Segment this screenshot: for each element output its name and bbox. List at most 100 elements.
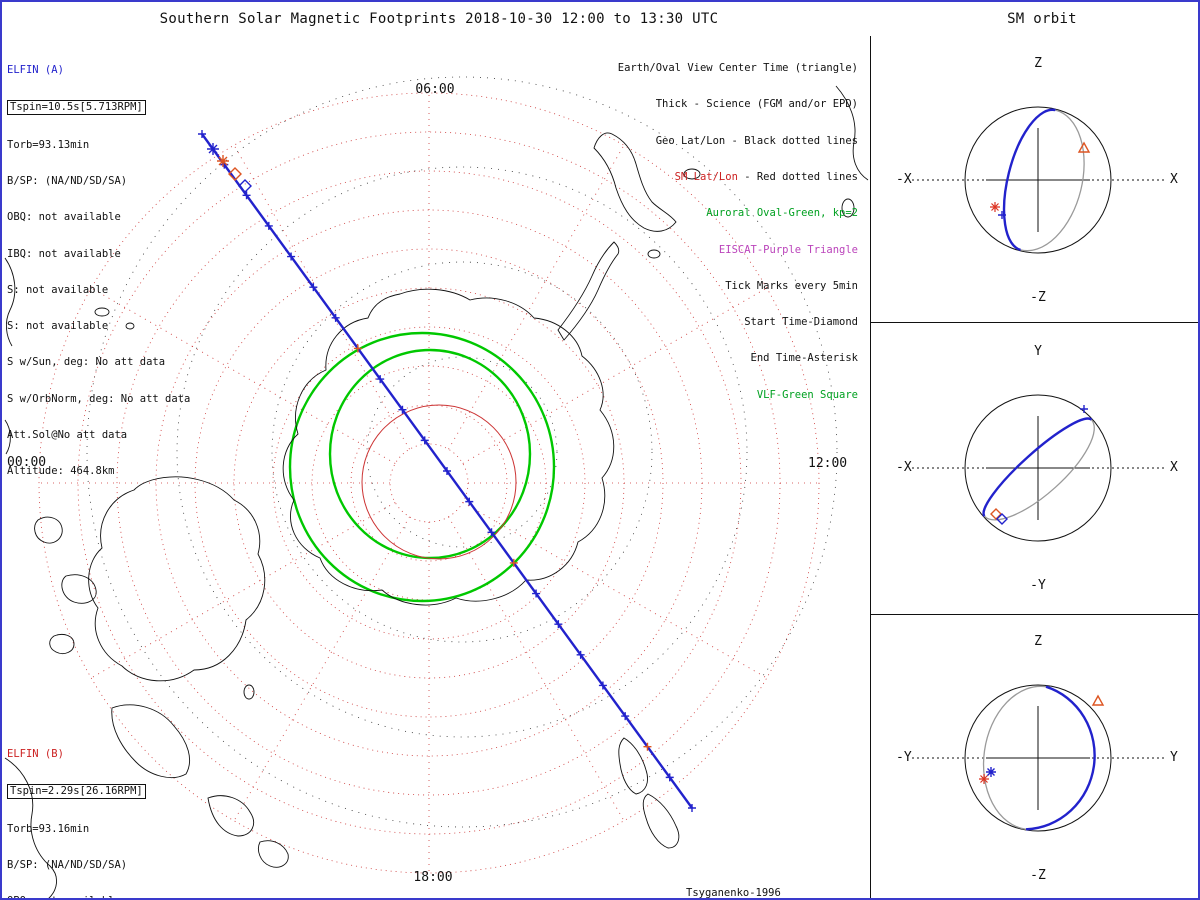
island xyxy=(683,168,701,180)
asterisk-marker xyxy=(207,143,219,155)
elfin-a-tspin-row: Tspin=10.5s[5.713RPM] xyxy=(7,100,190,115)
legend-line: Thick - Science (FGM and/or EPD) xyxy=(655,98,858,111)
diamond-marker xyxy=(228,167,242,181)
orbit-panel-yz xyxy=(912,684,1164,832)
axis-label: Y xyxy=(1170,750,1178,765)
earth-circle xyxy=(964,394,1112,542)
axis-label: -Z xyxy=(1030,290,1046,305)
orbit-arcs xyxy=(1002,108,1085,252)
mlt-label-12: 12:00 xyxy=(808,456,848,471)
track-tick xyxy=(665,773,674,782)
info-line: Torb=93.16min xyxy=(7,822,90,835)
island-chain xyxy=(49,633,75,655)
coastline-left-edge xyxy=(4,757,57,898)
polar-cap-circle xyxy=(361,404,517,560)
end-time-asterisk xyxy=(979,774,989,784)
legend-line: EISCAT-Purple Triangle xyxy=(718,243,858,256)
tick-mark xyxy=(1080,405,1088,413)
center-time-triangle xyxy=(1077,141,1091,153)
island xyxy=(647,249,661,259)
grid-layer xyxy=(38,76,838,874)
axis-label: Z xyxy=(1034,56,1042,71)
asterisk-marker xyxy=(217,155,229,167)
island xyxy=(94,307,110,317)
island-chain xyxy=(207,795,254,837)
mlt-label-06: 06:00 xyxy=(415,82,455,97)
sm-grid-ring xyxy=(38,92,820,874)
legend-line: SM Lat/Lon - Red dotted lines xyxy=(618,171,858,183)
tick-mark xyxy=(998,211,1006,219)
auroral-oval xyxy=(288,331,556,603)
track-tick xyxy=(242,191,251,200)
end-time-asterisk xyxy=(986,767,996,777)
track-layer xyxy=(198,130,696,812)
legend-line: VLF-Green Square xyxy=(756,388,858,401)
earth-circle xyxy=(964,106,1112,254)
geo-grid-ring xyxy=(86,76,838,828)
elfin-a-tspin: Tspin=10.5s[5.713RPM] xyxy=(7,100,146,115)
axis-label: X xyxy=(1170,172,1178,187)
info-line: OBQ: not available xyxy=(7,895,190,898)
coastline-left-edge xyxy=(4,419,11,455)
track-tick xyxy=(643,742,652,751)
elfin-a-name: ELFIN (A) xyxy=(7,64,64,77)
legend-line: Earth/Oval View Center Time (triangle) xyxy=(617,62,858,75)
legend-sm-suffix: - Red dotted lines xyxy=(737,171,858,184)
island-chain xyxy=(34,516,63,544)
coastline-south-america xyxy=(593,132,677,232)
track-tick xyxy=(532,589,541,598)
axis-label: -Z xyxy=(1030,868,1046,883)
legend-line: Tick Marks every 5min xyxy=(725,279,858,292)
island-chain xyxy=(61,574,97,604)
sm-grid-ring xyxy=(116,170,742,796)
track-tick xyxy=(509,558,518,567)
info-line: Att.Sol@No att data xyxy=(7,429,128,441)
track-tick xyxy=(554,620,563,629)
sm-grid-radial xyxy=(462,502,767,679)
coastline-left-edge xyxy=(4,257,16,347)
info-line: IBQ: not available xyxy=(7,247,121,260)
info-line: S w/OrbNorm, deg: No att data xyxy=(7,392,191,405)
sm-grid-radial xyxy=(448,145,625,450)
island xyxy=(125,322,135,330)
orbit-panel-xz xyxy=(912,106,1164,254)
orbit-panel-xy xyxy=(912,394,1164,542)
auroral-oval xyxy=(328,348,532,560)
sm-grid-ring xyxy=(272,326,586,640)
elfin-b-info: ELFIN (B) Tspin=2.29s[26.16RPM] Torb=93.… xyxy=(7,724,190,898)
track-tick xyxy=(621,712,630,721)
sm-grid-radial xyxy=(91,502,396,679)
coastline-antarctica xyxy=(282,288,615,606)
axis-label: -Y xyxy=(896,750,912,765)
panel-dividers xyxy=(870,36,1198,898)
info-line: B/SP: (NA/ND/SD/SA) xyxy=(7,175,128,188)
track-tick xyxy=(198,130,206,138)
info-line: S: not available xyxy=(7,283,109,296)
model-label: Tsyganenko-1996 xyxy=(686,887,781,900)
island-chain xyxy=(258,840,289,868)
track-tick xyxy=(688,804,696,812)
track-tick xyxy=(420,436,429,445)
center-time-triangle xyxy=(1091,694,1105,706)
sm-orbit-title: SM orbit xyxy=(1007,11,1077,27)
elfin-a-info: ELFIN (A) Tspin=10.5s[5.713RPM] Torb=93.… xyxy=(7,40,190,502)
elfin-b-tspin: Tspin=2.29s[26.16RPM] xyxy=(7,784,146,799)
orbit-arc-far xyxy=(982,685,1047,830)
orbit-arcs xyxy=(982,417,1095,521)
page-title: Southern Solar Magnetic Footprints 2018-… xyxy=(159,11,719,27)
coastlines xyxy=(4,85,869,898)
track-tick xyxy=(309,283,318,292)
axis-label: Z xyxy=(1034,634,1042,649)
geo-grid-ring xyxy=(366,356,558,548)
sm-grid-ring xyxy=(233,287,625,679)
info-line: B/SP: (NA/ND/SD/SA) xyxy=(7,859,128,872)
info-line: OBQ: not available xyxy=(7,211,121,224)
info-line: S: not available xyxy=(7,320,109,333)
orbit-arc-near xyxy=(1025,685,1096,831)
axis-label: Y xyxy=(1034,344,1042,359)
track-tick xyxy=(465,497,474,506)
coastline-peninsula xyxy=(557,241,620,341)
orbit-arc-far xyxy=(984,419,1095,521)
sm-grid-radial xyxy=(448,516,625,821)
